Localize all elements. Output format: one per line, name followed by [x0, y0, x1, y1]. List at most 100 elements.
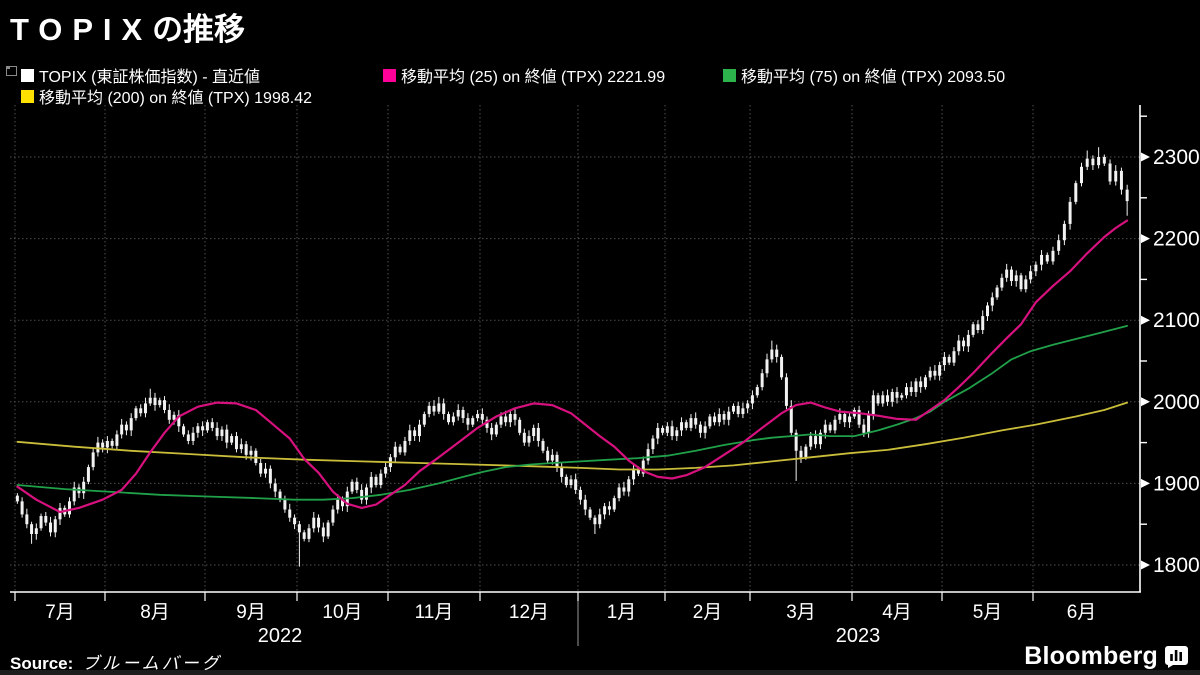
candle-body	[784, 377, 788, 406]
candle-body	[476, 414, 480, 419]
candle-body	[876, 395, 880, 404]
candle-body	[713, 416, 717, 423]
candle-body	[379, 473, 383, 486]
ma-line	[16, 324, 1128, 501]
candle-body	[72, 487, 76, 502]
candle-body	[1019, 275, 1023, 290]
page-title: TOPIXの推移	[10, 4, 245, 49]
candle-body	[134, 408, 138, 419]
candle-body	[583, 499, 587, 510]
candle-body	[201, 426, 205, 431]
candle-body	[990, 297, 994, 306]
y-axis-label: 2200	[1153, 228, 1200, 251]
x-month-label: 4月	[882, 602, 912, 623]
candle-body	[717, 414, 721, 423]
candle-body	[317, 517, 321, 528]
candle-body	[1005, 269, 1009, 278]
candle-body	[770, 349, 774, 360]
candle-body	[689, 418, 693, 428]
candle-body	[293, 517, 297, 525]
bloomberg-logo: Bloomberg	[1024, 642, 1188, 671]
ma-line	[16, 219, 1129, 514]
candle-body	[44, 516, 48, 523]
candle-body	[244, 444, 248, 455]
candle-body	[139, 408, 143, 414]
x-year-label: 2022	[258, 625, 303, 647]
candle-body	[966, 334, 970, 347]
candle-body	[775, 349, 779, 357]
candle-body	[574, 479, 578, 490]
candle-body	[1102, 157, 1106, 164]
candle-body	[522, 432, 526, 443]
y-major-tick	[1141, 315, 1150, 325]
candle-body	[661, 427, 665, 433]
candle-body	[971, 324, 975, 335]
candle-body	[780, 356, 784, 378]
candle-body	[39, 516, 43, 529]
ma25-swatch-icon	[383, 68, 396, 82]
legend-label: 移動平均 (75) on 終値 (TPX) 2093.50	[741, 69, 1006, 86]
candle-body	[555, 454, 559, 468]
candle-body	[919, 381, 923, 388]
candle-body	[288, 509, 292, 518]
bottom-strip	[0, 670, 1200, 675]
bloomberg-wordmark: Bloomberg	[1024, 642, 1158, 670]
candle-body	[225, 429, 229, 443]
y-axis-label: 2000	[1153, 391, 1200, 414]
y-major-tick	[1141, 560, 1150, 570]
legend-label: 移動平均 (200) on 終値 (TPX) 1998.42	[39, 90, 312, 107]
candle-body	[895, 392, 899, 398]
candle-body	[838, 414, 842, 420]
candle-body	[636, 468, 640, 474]
candle-body	[1085, 158, 1089, 167]
candle-body	[172, 414, 176, 420]
candle-body	[1125, 189, 1129, 202]
candle-body	[234, 436, 238, 450]
candle-body	[504, 416, 508, 423]
candle-body	[1009, 269, 1013, 282]
candle-body	[220, 429, 224, 437]
candle-body	[167, 409, 171, 420]
candle-body	[182, 426, 186, 435]
candle-body	[857, 409, 861, 425]
candle-body	[278, 491, 282, 500]
candle-body	[437, 403, 441, 412]
candle-body	[527, 436, 531, 443]
y-major-tick	[1141, 234, 1150, 244]
candle-body	[312, 517, 316, 529]
candle-body	[350, 481, 354, 492]
ma200-swatch-icon	[21, 89, 34, 103]
x-month-label: 12月	[509, 602, 549, 623]
candle-body	[360, 489, 364, 500]
candle-body	[268, 468, 272, 484]
x-year-label: 2023	[836, 625, 881, 647]
candle-body	[105, 440, 109, 448]
chart-window-icon	[6, 66, 17, 76]
candle-body	[321, 527, 325, 537]
candle-body	[191, 432, 195, 441]
candle-body	[848, 416, 852, 423]
candle-body	[1119, 170, 1123, 190]
candle-body	[34, 528, 38, 534]
x-month-label: 1月	[607, 602, 637, 623]
candle-body	[593, 517, 597, 525]
candle-body	[408, 430, 412, 441]
candle-body	[1051, 250, 1055, 262]
y-axis-label: 1900	[1153, 472, 1200, 495]
candle-body	[67, 501, 71, 515]
candle-body	[684, 422, 688, 428]
ma75-swatch-icon	[723, 68, 736, 82]
candle-body	[153, 397, 157, 406]
candle-body	[1034, 264, 1038, 272]
candle-body	[120, 424, 124, 435]
candle-body	[25, 514, 29, 525]
candle-body	[499, 416, 503, 425]
candle-body	[760, 373, 764, 388]
candle-body	[53, 519, 57, 533]
candle-body	[485, 419, 489, 428]
candle-body	[96, 442, 100, 453]
legend-item-topix: TOPIX (東証株価指数) - 直近値	[21, 63, 260, 87]
candle-body	[564, 476, 568, 486]
legend-item-ma25: 移動平均 (25) on 終値 (TPX) 2221.99	[383, 63, 665, 87]
